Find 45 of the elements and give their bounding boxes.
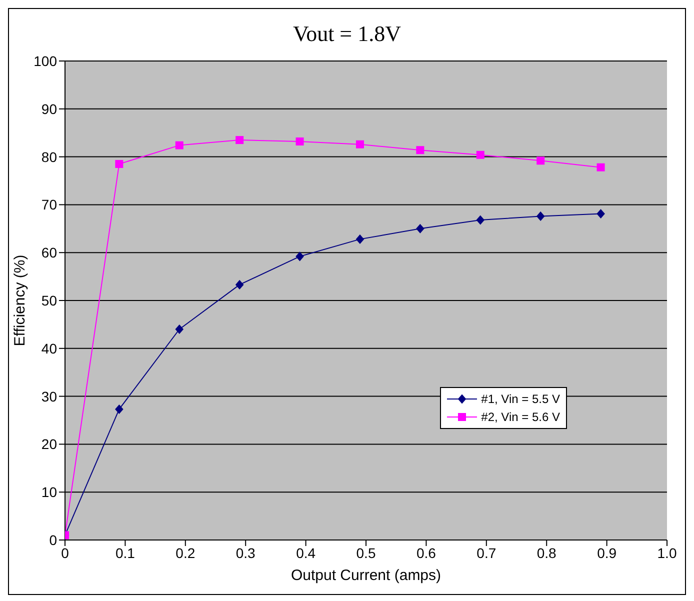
point — [115, 404, 124, 414]
x-tick-label: 0.5 — [356, 544, 376, 561]
point — [175, 141, 184, 150]
x-tick-label: 0.9 — [597, 544, 617, 561]
x-tick-label: 0.4 — [296, 544, 316, 561]
point — [596, 209, 605, 218]
x-tick-label: 0.8 — [536, 544, 557, 561]
point — [115, 160, 124, 168]
y-tick-label: 70 — [41, 196, 58, 213]
x-tick-label: 0.1 — [115, 544, 136, 561]
y-tick-label: 100 — [34, 52, 58, 69]
point — [296, 252, 304, 261]
point — [356, 234, 364, 244]
x-tick-label: 1.0 — [657, 544, 677, 561]
point — [536, 212, 545, 221]
y-tick-label: 50 — [41, 292, 58, 308]
point — [416, 146, 424, 154]
legend-label: #2, Vin = 5.6 V — [481, 409, 560, 426]
point — [476, 216, 484, 225]
x-tick-label: 0.2 — [176, 544, 196, 561]
point — [356, 140, 364, 148]
y-tick-label: 30 — [41, 388, 58, 404]
point — [236, 280, 244, 290]
point — [416, 224, 424, 234]
y-axis-title: Efficiency (%) — [11, 254, 28, 346]
point — [296, 137, 304, 146]
point — [476, 150, 484, 159]
x-tick-label: 0.7 — [476, 544, 496, 561]
x-tick-label: 0 — [61, 544, 70, 561]
y-tick-label: 10 — [41, 484, 58, 500]
legend-label: #1, Vin = 5.5 V — [481, 391, 560, 408]
point — [536, 156, 545, 165]
point — [236, 136, 244, 144]
chart-title: Vout = 1.8V — [292, 21, 402, 47]
y-tick-label: 60 — [41, 244, 58, 261]
y-tick-label: 40 — [41, 340, 58, 356]
y-tick-label: 0 — [49, 532, 58, 548]
y-tick-label: 90 — [41, 100, 58, 117]
x-tick-label: 0.3 — [236, 544, 256, 561]
x-axis-title: Output Current (amps) — [290, 567, 442, 584]
point — [175, 324, 184, 334]
y-tick-label: 20 — [41, 436, 58, 452]
point — [596, 163, 605, 172]
y-tick-label: 80 — [41, 148, 58, 165]
x-tick-label: 0.6 — [416, 544, 436, 561]
